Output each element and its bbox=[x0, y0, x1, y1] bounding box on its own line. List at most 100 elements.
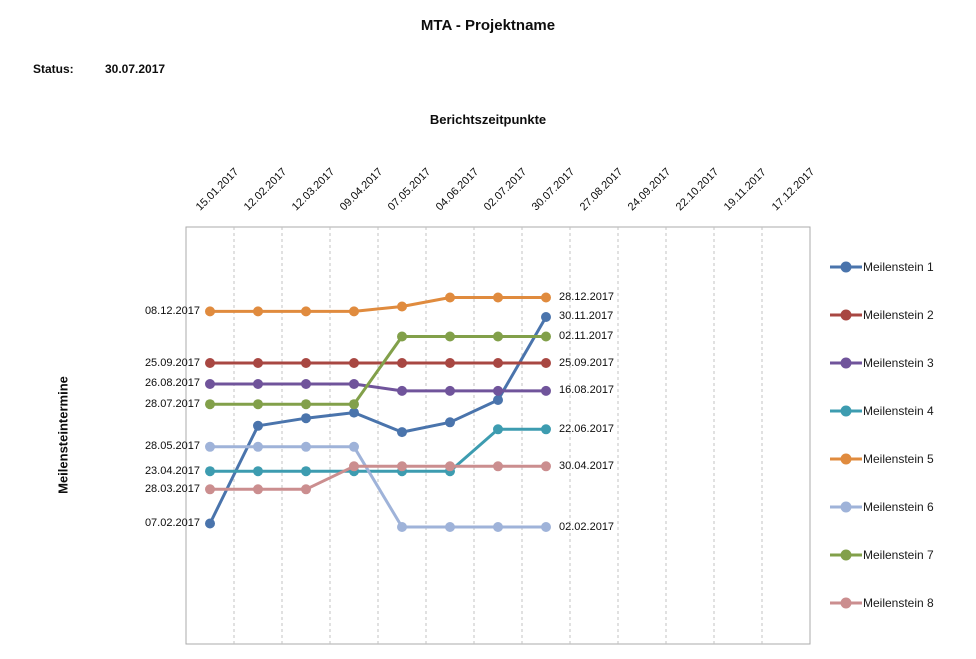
series-marker bbox=[253, 441, 263, 452]
series-marker bbox=[397, 331, 407, 342]
series-marker bbox=[397, 301, 407, 312]
series-marker bbox=[253, 399, 263, 410]
series-marker bbox=[301, 484, 311, 495]
series-marker bbox=[397, 385, 407, 396]
series-marker bbox=[445, 522, 455, 532]
start-date-label: 28.03.2017 bbox=[144, 482, 200, 495]
legend-label: Meilenstein 3 bbox=[863, 356, 934, 370]
legend-series-icon bbox=[830, 261, 862, 273]
chart-title: MTA - Projektname bbox=[420, 17, 556, 34]
x-axis-title: Berichtszeitpunkte bbox=[429, 112, 547, 127]
series-marker bbox=[541, 424, 551, 435]
start-date-label: 08.12.2017 bbox=[144, 304, 200, 317]
series-marker bbox=[301, 413, 311, 424]
series-marker bbox=[205, 379, 215, 389]
series-line bbox=[208, 296, 548, 313]
series-marker bbox=[349, 399, 359, 410]
series-marker bbox=[493, 292, 503, 303]
series-marker bbox=[349, 306, 359, 317]
status-label: Status: bbox=[33, 62, 74, 76]
series-marker bbox=[493, 461, 503, 472]
start-date-label: 28.07.2017 bbox=[144, 397, 200, 410]
legend-series-icon bbox=[830, 453, 862, 465]
series-marker bbox=[205, 358, 215, 368]
start-date-label: 26.08.2017 bbox=[144, 377, 200, 390]
series-marker bbox=[493, 424, 503, 435]
series-marker bbox=[205, 466, 215, 477]
legend-item: Meilenstein 8 bbox=[830, 579, 976, 627]
series-marker bbox=[301, 379, 311, 389]
series-marker bbox=[445, 292, 455, 303]
series-marker bbox=[205, 441, 215, 452]
series-marker bbox=[493, 522, 503, 532]
plot-border bbox=[185, 226, 811, 645]
legend-series-icon bbox=[830, 357, 862, 369]
series-marker bbox=[493, 395, 503, 405]
series-marker bbox=[493, 385, 503, 396]
legend-item: Meilenstein 3 bbox=[830, 339, 976, 387]
series-marker bbox=[301, 399, 311, 410]
series-marker bbox=[253, 466, 263, 477]
series-marker bbox=[541, 461, 551, 472]
current-date-label: 30.04.2017 bbox=[559, 459, 615, 472]
legend-series-icon bbox=[830, 549, 862, 561]
legend-label: Meilenstein 8 bbox=[863, 596, 934, 610]
series-marker bbox=[445, 331, 455, 342]
series-marker bbox=[205, 306, 215, 317]
series-marker bbox=[253, 306, 263, 317]
series-marker bbox=[349, 441, 359, 452]
series-marker bbox=[301, 466, 311, 477]
series-marker bbox=[253, 484, 263, 495]
series-marker bbox=[301, 306, 311, 317]
legend-label: Meilenstein 6 bbox=[863, 500, 934, 514]
start-date-label: 25.09.2017 bbox=[144, 356, 200, 369]
current-date-label: 30.11.2017 bbox=[559, 310, 614, 323]
series-line bbox=[208, 427, 548, 473]
legend-item: Meilenstein 5 bbox=[830, 435, 976, 483]
current-date-label: 02.02.2017 bbox=[559, 520, 615, 533]
series-marker bbox=[205, 518, 215, 529]
series-marker bbox=[541, 385, 551, 396]
series-marker bbox=[301, 358, 311, 368]
series-marker bbox=[205, 399, 215, 410]
legend-label: Meilenstein 2 bbox=[863, 308, 934, 322]
series-marker bbox=[349, 461, 359, 472]
series-marker bbox=[493, 331, 503, 342]
series-marker bbox=[253, 379, 263, 389]
series-marker bbox=[397, 427, 407, 438]
series-marker bbox=[349, 407, 359, 418]
series-marker bbox=[205, 484, 215, 495]
series-marker bbox=[541, 522, 551, 532]
start-date-label: 23.04.2017 bbox=[144, 464, 200, 477]
start-date-label: 07.02.2017 bbox=[144, 517, 200, 529]
series-marker bbox=[541, 312, 551, 322]
legend-item: Meilenstein 6 bbox=[830, 483, 976, 531]
legend-label: Meilenstein 7 bbox=[863, 548, 934, 562]
legend-item: Meilenstein 1 bbox=[830, 243, 976, 291]
current-date-label: 16.08.2017 bbox=[559, 384, 615, 397]
series-marker bbox=[349, 379, 359, 389]
series-marker bbox=[445, 461, 455, 472]
legend-label: Meilenstein 5 bbox=[863, 452, 934, 466]
start-date-label: 28.05.2017 bbox=[144, 440, 200, 453]
series-marker bbox=[397, 461, 407, 472]
legend-item: Meilenstein 2 bbox=[830, 291, 976, 339]
current-date-label: 22.06.2017 bbox=[559, 422, 615, 435]
legend-series-icon bbox=[830, 405, 862, 417]
series-marker bbox=[253, 358, 263, 368]
legend-label: Meilenstein 1 bbox=[863, 260, 934, 274]
series-marker bbox=[349, 358, 359, 368]
current-date-label: 25.09.2017 bbox=[559, 356, 615, 369]
legend: Meilenstein 1 Meilenstein 2 Meilenstein 3 M… bbox=[830, 243, 976, 627]
legend-series-icon bbox=[830, 597, 862, 609]
series-marker bbox=[253, 420, 263, 431]
current-date-label: 02.11.2017 bbox=[559, 330, 614, 343]
series-line bbox=[208, 382, 548, 393]
legend-series-icon bbox=[830, 501, 862, 513]
series-marker bbox=[445, 358, 455, 368]
series-marker bbox=[541, 358, 551, 368]
series-marker bbox=[445, 417, 455, 428]
series-line bbox=[208, 464, 548, 491]
